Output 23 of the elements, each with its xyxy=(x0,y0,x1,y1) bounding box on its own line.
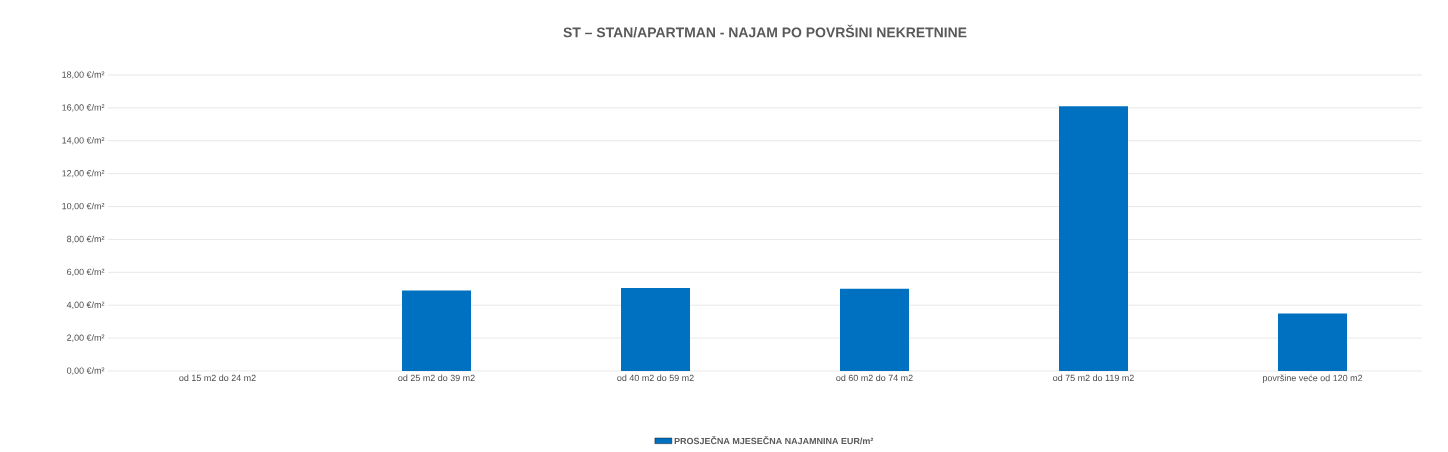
bar xyxy=(621,287,691,371)
y-tick-label: 6,00 €/m² xyxy=(67,268,105,277)
y-tick-label: 10,00 €/m² xyxy=(62,202,105,211)
bar xyxy=(1059,106,1128,371)
legend-label: PROSJEČNA MJESEČNA NAJAMNINA EUR/m² xyxy=(674,436,874,445)
y-tick-label: 16,00 €/m² xyxy=(62,104,105,112)
y-tick-label: 14,00 €/m² xyxy=(62,136,105,145)
chart-title: ST – STAN/APARTMAN - NAJAM PO POVRŠINI NEKRETNINE xyxy=(563,24,967,38)
y-tick-label: 8,00 €/m² xyxy=(67,235,105,244)
y-tick-label: 2,00 €/m² xyxy=(67,334,105,342)
bar xyxy=(1278,313,1347,371)
y-tick-label: 12,00 €/m² xyxy=(62,169,105,178)
x-tick-label: od 40 m2 do 59 m2 xyxy=(617,374,694,382)
x-tick-label: od 60 m2 do 74 m2 xyxy=(836,374,913,382)
bar xyxy=(402,290,472,371)
x-tick-label: od 25 m2 do 39 m2 xyxy=(398,374,475,382)
x-tick-label: od 75 m2 do 119 m2 xyxy=(1053,374,1134,382)
y-tick-label: 18,00 €/m² xyxy=(62,71,105,79)
bar xyxy=(840,288,910,371)
x-tick-label: od 15 m2 do 24 m2 xyxy=(179,374,256,382)
x-tick-label: površine veće od 120 m2 xyxy=(1262,374,1363,383)
y-tick-label: 4,00 €/m² xyxy=(66,301,105,310)
y-tick-label: 0,00 €/m² xyxy=(66,367,105,375)
